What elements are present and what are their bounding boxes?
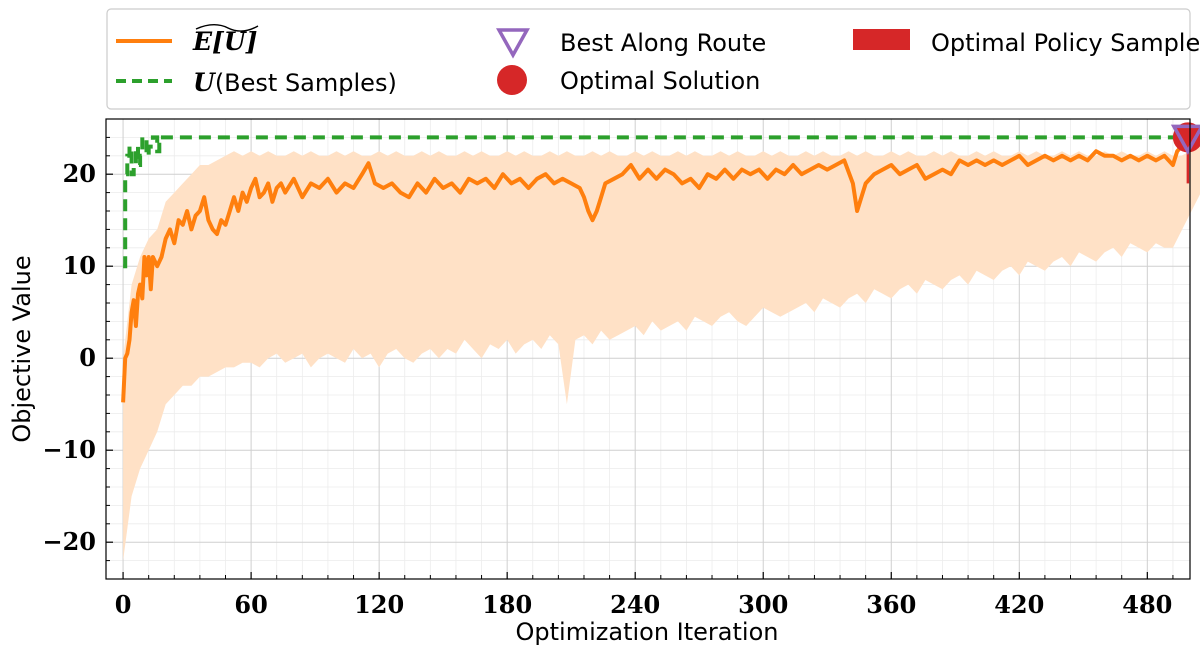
x-tick-label: 180: [482, 590, 532, 619]
band-layer: [123, 146, 1200, 561]
best-samples-line: [123, 135, 1190, 269]
x-tick-label: 0: [115, 590, 132, 619]
legend-bar-icon: [853, 29, 910, 50]
x-axis-label: Optimization Iteration: [516, 618, 779, 646]
y-axis-label: Objective Value: [8, 255, 36, 442]
legend-optimal-policy-sample-label: Optimal Policy Sample: [931, 29, 1200, 57]
legend-tilde-icon: [195, 24, 259, 32]
marker-layer: [1170, 122, 1200, 184]
series-layer: [121, 135, 1190, 403]
legend-best-samples-label: U(Best Samples): [193, 68, 397, 97]
x-tick-label: 420: [994, 590, 1044, 619]
y-tick-label: 0: [79, 343, 96, 372]
legend-triangle-icon: [496, 28, 530, 59]
legend-circle-icon: [497, 65, 527, 95]
plot-frame: [105, 118, 1191, 580]
x-tick-label: 60: [234, 590, 267, 619]
x-tick-label: 480: [1122, 590, 1172, 619]
x-tick-label: 240: [610, 590, 660, 619]
y-tick-label: 10: [63, 251, 96, 280]
x-tick-label: 300: [738, 590, 788, 619]
best-along-route-marker: [1170, 124, 1200, 155]
y-tick-label: −10: [42, 435, 96, 464]
legend-frame: [106, 8, 1191, 110]
x-tick-label: 360: [866, 590, 916, 619]
legend-best-along-route-label: Best Along Route: [560, 29, 766, 57]
y-tick-label: −20: [42, 527, 96, 556]
legend-optimal-solution-label: Optimal Solution: [560, 67, 760, 95]
sample-band-area: [123, 146, 1200, 561]
ticks-layer: 0 60 120 180 240 300 360 420 480 −20 −10 0 10 20: [42, 118, 1174, 619]
x-tick-label: 120: [354, 590, 404, 619]
expected-utility-line: [121, 145, 1183, 403]
legend-expected-label: E[U]: [192, 27, 258, 56]
legend-best-samples-text: (Best Samples): [215, 69, 397, 97]
legend-best-samples-math: U: [193, 68, 217, 97]
y-tick-label: 20: [63, 159, 96, 188]
